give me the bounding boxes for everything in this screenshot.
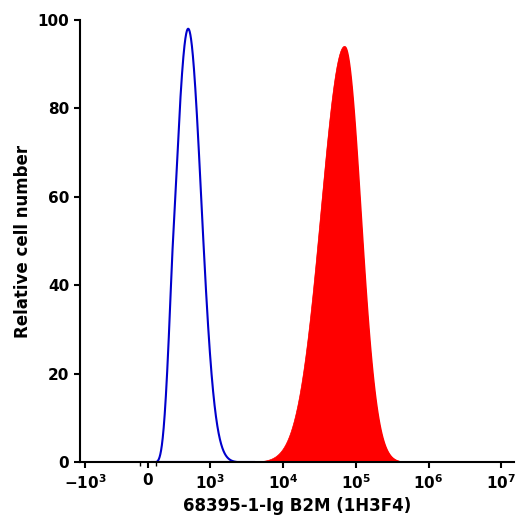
Y-axis label: Relative cell number: Relative cell number bbox=[14, 144, 32, 338]
X-axis label: 68395-1-Ig B2M (1H3F4): 68395-1-Ig B2M (1H3F4) bbox=[183, 497, 411, 515]
